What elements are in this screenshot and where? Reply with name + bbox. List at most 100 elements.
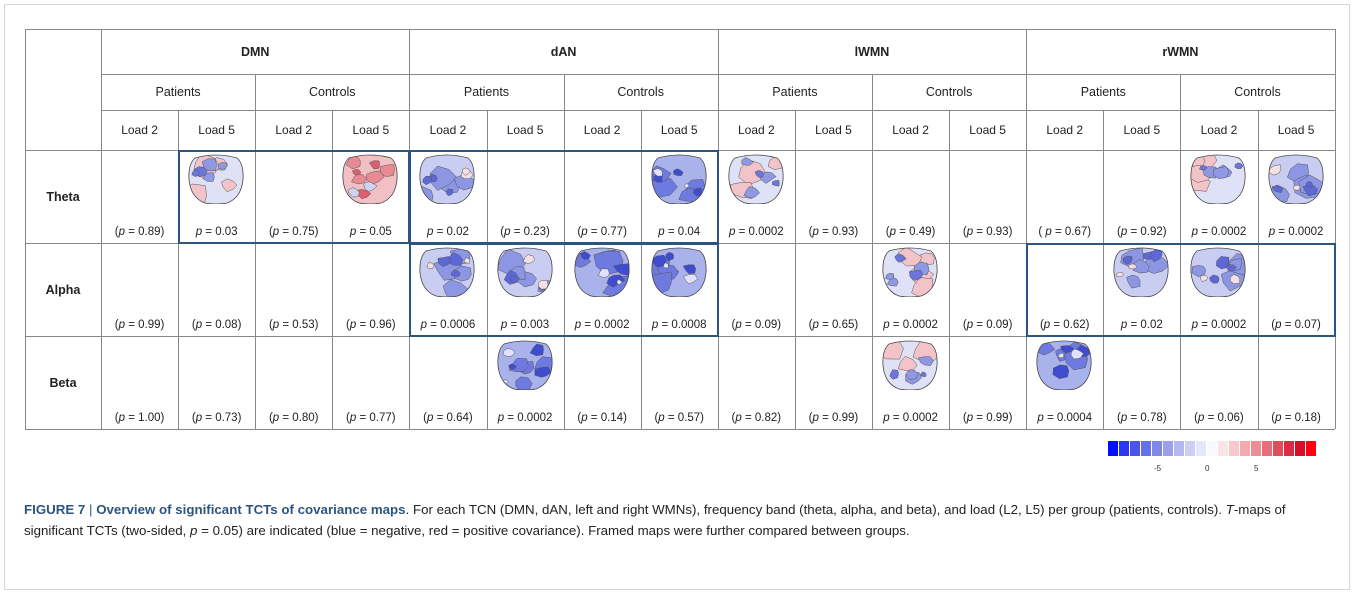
load-header: Load 5 <box>1277 123 1315 137</box>
p-value: p = 0.05 <box>349 226 392 238</box>
result-cell: (p = 0.73) <box>178 336 255 429</box>
p-value: (p = 0.96) <box>346 319 396 331</box>
result-cell: (p = 0.08) <box>178 243 255 336</box>
p-value: p = 0.0002 <box>883 319 938 331</box>
colorbar-swatch <box>1207 441 1218 456</box>
p-value: ( p = 0.67) <box>1038 226 1092 238</box>
p-value: (p = 0.99) <box>808 412 859 424</box>
topographic-map <box>188 154 244 204</box>
result-cell: p = 0.0002 <box>872 243 949 336</box>
colorbar-swatch <box>1152 441 1163 456</box>
figure-caption: FIGURE 7 | Overview of significant TCTs … <box>24 500 1334 541</box>
colorbar-tick-0: 0 <box>1205 464 1210 473</box>
topographic-map <box>342 154 398 204</box>
p-value: p = 0.0008 <box>651 319 707 331</box>
p-value: (p = 0.64) <box>423 412 473 424</box>
load-header: Load 5 <box>352 123 390 137</box>
result-cell: (p = 0.82) <box>718 336 795 429</box>
p-value: (p = 0.14) <box>577 412 627 424</box>
topographic-map <box>496 247 553 297</box>
grid-line-col <box>1334 29 1336 429</box>
grid-line-col <box>178 110 180 429</box>
group-header-patients: Patients <box>463 85 510 99</box>
p-value: (p = 0.53) <box>268 319 319 331</box>
result-cell: (p = 0.09) <box>949 243 1026 336</box>
load-header: Load 5 <box>815 123 852 137</box>
t-value-colorbar <box>1108 441 1317 456</box>
p-value: (p = 0.78) <box>1117 412 1167 424</box>
topographic-map <box>651 154 707 204</box>
colorbar-swatch <box>1174 441 1185 456</box>
result-cell: p = 0.0002 <box>872 336 949 429</box>
grid-line-col <box>640 110 642 429</box>
grid-line-col <box>1257 110 1259 429</box>
result-cell: p = 0.0002 <box>1180 150 1257 243</box>
p-value: p = 0.03 <box>195 226 238 238</box>
p-value: (p = 1.00) <box>114 412 165 424</box>
result-cell: (p = 0.78) <box>1103 336 1180 429</box>
load-header: Load 5 <box>969 123 1006 137</box>
load-header: Load 2 <box>583 123 621 137</box>
figure-label: FIGURE 7 <box>24 502 86 517</box>
result-cell: (p = 0.92) <box>1103 150 1180 243</box>
result-cell: (p = 0.65) <box>795 243 872 336</box>
colorbar-swatch <box>1218 441 1229 456</box>
result-cell: ( p = 0.67) <box>1026 150 1103 243</box>
topographic-map <box>1036 340 1092 390</box>
p-value: (p = 0.23) <box>500 226 550 238</box>
topographic-map <box>728 154 784 204</box>
result-cell: (p = 0.18) <box>1258 336 1335 429</box>
p-value: (p = 0.18) <box>1271 412 1321 424</box>
result-cell: (p = 0.53) <box>255 243 332 336</box>
p-value: (p = 0.93) <box>962 226 1013 238</box>
colorbar-swatch <box>1273 441 1284 456</box>
result-cell: p = 0.0002 <box>718 150 795 243</box>
group-header-controls: Controls <box>1234 85 1281 99</box>
result-cell: p = 0.0002 <box>1180 243 1257 336</box>
p-value: p = 0.04 <box>658 226 701 238</box>
p-value: (p = 0.08) <box>191 319 242 331</box>
p-value: (p = 0.77) <box>346 412 396 424</box>
load-header: Load 5 <box>198 123 235 137</box>
colorbar-swatch <box>1108 441 1119 456</box>
p-value: (p = 0.75) <box>268 226 319 238</box>
result-cell: (p = 0.77) <box>332 336 409 429</box>
topographic-map <box>882 340 938 390</box>
caption-title: Overview of significant TCTs of covarian… <box>96 502 406 517</box>
grid-line-col <box>1026 29 1028 429</box>
load-header: Load 5 <box>1123 123 1161 137</box>
result-cell: (p = 0.99) <box>101 243 178 336</box>
topographic-map <box>496 340 553 390</box>
p-value: (p = 0.99) <box>962 412 1013 424</box>
network-header-dmn: DMN <box>240 44 270 59</box>
topographic-map <box>419 247 475 297</box>
p-value: p = 0.0002 <box>497 412 553 424</box>
colorbar-swatch <box>1284 441 1295 456</box>
p-value: (p = 0.09) <box>731 319 782 331</box>
group-header-patients: Patients <box>772 85 818 99</box>
grid-line-col <box>1103 110 1105 429</box>
colorbar-swatch <box>1119 441 1130 456</box>
p-value: p = 0.0002 <box>1191 226 1247 238</box>
p-value: (p = 0.07) <box>1271 319 1321 331</box>
colorbar-swatch <box>1141 441 1152 456</box>
load-header: Load 5 <box>660 123 698 137</box>
result-cell: (p = 0.93) <box>795 150 872 243</box>
grid-line-col <box>794 110 796 429</box>
load-header: Load 5 <box>506 123 544 137</box>
p-value: (p = 0.65) <box>808 319 859 331</box>
grid-line-top <box>25 29 1335 30</box>
result-cell: p = 0.05 <box>332 150 409 243</box>
grid-line-left <box>25 29 26 429</box>
colorbar-swatch <box>1163 441 1174 456</box>
result-cell: (p = 0.07) <box>1258 243 1335 336</box>
p-value: (p = 0.92) <box>1117 226 1167 238</box>
caption-text-2: -maps of significant TCTs (two-sided, <box>24 502 1286 538</box>
p-value: p = 0.02 <box>1120 319 1163 331</box>
p-value: (p = 0.73) <box>191 412 242 424</box>
topographic-map <box>1190 247 1246 297</box>
result-cell: p = 0.0002 <box>1258 150 1335 243</box>
result-cell: (p = 0.14) <box>564 336 641 429</box>
result-cell: p = 0.02 <box>1103 243 1180 336</box>
p-value: (p = 0.49) <box>885 226 936 238</box>
